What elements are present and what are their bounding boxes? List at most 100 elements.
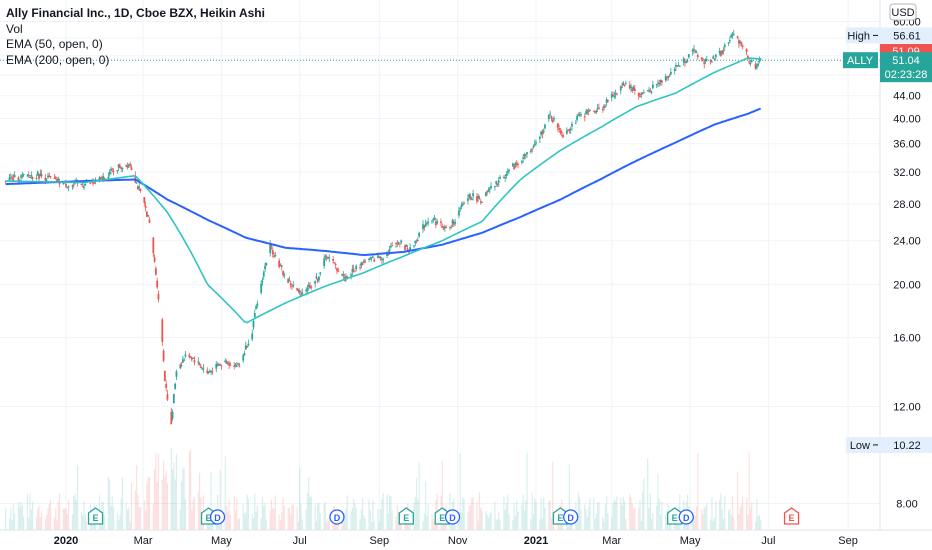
volume-bar [472,496,474,530]
volume-bar [643,478,645,530]
candle-body [130,167,133,170]
volume-bar [287,508,289,530]
candle-body [297,290,300,292]
candle-body [413,245,415,247]
candle-body [616,93,618,95]
volume-bar [652,513,654,530]
candle-body [660,80,663,83]
candle-body [66,187,69,189]
candle-body [407,251,410,253]
volume-bar [382,493,384,530]
volume-bar [127,509,129,530]
candle-body [179,364,182,369]
legend-ema200[interactable]: EMA (200, open, 0) [6,52,110,67]
volume-bar [648,507,650,530]
candle-body [307,284,310,287]
candle-body [434,221,437,226]
currency-badge[interactable] [889,3,917,21]
candle-body [146,211,148,217]
volume-bar [656,505,658,530]
candle-body [192,357,195,359]
volume-bar [467,511,469,530]
candle-body [431,220,433,222]
candle-body [255,306,257,309]
symbol-tag[interactable] [843,52,878,69]
candle-body [217,365,220,367]
ema200-line[interactable] [5,107,762,257]
volume-bar [20,501,22,530]
candle-body [610,94,613,98]
candle-body [65,183,67,187]
volume-bar [748,452,750,530]
candle-body [29,176,31,178]
candle-body [433,218,436,220]
candle-body [727,42,730,44]
candle-body [486,191,489,193]
candle-body [531,149,534,151]
volume-bar [288,507,291,530]
earnings-future-icon[interactable] [783,507,800,525]
volume-bar [251,513,253,530]
earnings-icon-label: E [403,513,409,523]
dividend-icon[interactable] [444,509,461,525]
candle-body [685,61,688,63]
candle-body [691,49,694,52]
volume-bar [137,494,139,530]
candle-body [723,44,726,48]
volume-bar [731,495,734,530]
candle-body [373,259,376,262]
legend-volume[interactable]: Vol [6,21,23,36]
earnings-icon[interactable] [87,507,104,525]
volume-bar [668,521,671,530]
candle-body [687,54,690,58]
candle-body [388,249,391,252]
volume-bar [300,503,302,530]
volume-bar [639,499,641,530]
dividend-icon[interactable] [209,509,226,525]
volume-bar [710,519,712,530]
candle-body [695,51,698,53]
candle-body [621,86,623,88]
candle-body [315,276,318,279]
candle-body [351,268,354,272]
volume-bar [373,521,375,530]
volume-bar [134,490,136,530]
volume-bar [589,497,591,530]
candle-body [550,116,553,119]
candle-body [605,99,608,103]
volume-bar [32,501,34,530]
volume-bar [594,519,596,530]
candle-body [238,365,241,367]
volume-bar [71,513,74,530]
volume-bar [100,521,102,530]
dividend-icon[interactable] [678,509,694,525]
candle-body [148,219,151,223]
volume-bar [143,500,145,530]
legend-ema50[interactable]: EMA (50, open, 0) [6,37,103,51]
volume-bar [481,510,483,530]
volume-bar [49,499,52,530]
volume-bar [526,452,528,530]
candle-body [514,162,517,166]
volume-bar [233,495,235,530]
volume-bar [130,482,133,530]
last-price-tag[interactable] [880,52,932,83]
volume-bar [166,483,169,530]
volume-bar [426,515,428,530]
volume-bar [112,507,115,530]
candle-body [144,205,147,208]
ema50-line[interactable] [5,57,761,324]
candle-body [673,69,676,71]
volume-bar [58,493,61,530]
volume-bar [534,498,536,530]
dividend-icon[interactable] [329,509,345,525]
candle-body [170,411,173,425]
volume-bar [640,520,642,530]
volume-bar [462,497,464,530]
dividend-icon[interactable] [563,509,579,525]
candle-body [242,355,245,361]
legend-title[interactable]: Ally Financial Inc., 1D, Cboe BZX, Heiki… [6,6,265,20]
earnings-icon[interactable] [398,507,414,525]
volume-bar [82,515,84,530]
